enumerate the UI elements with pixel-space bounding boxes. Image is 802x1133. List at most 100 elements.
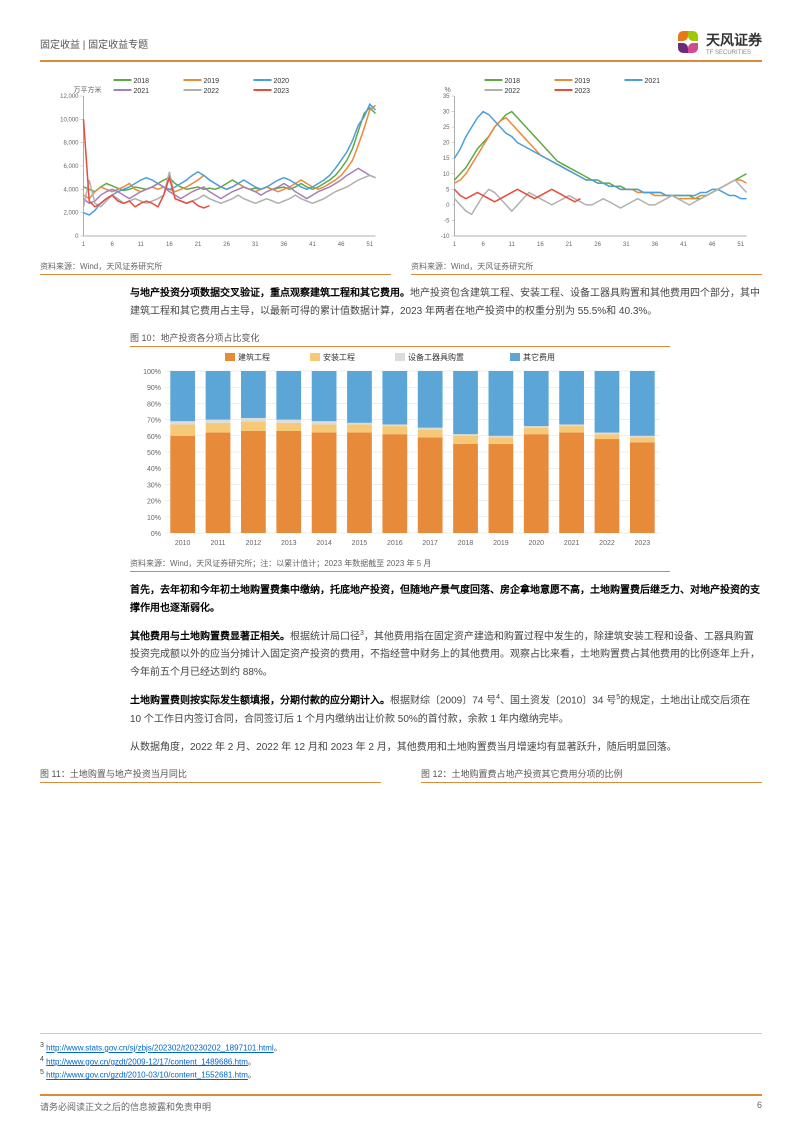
svg-text:21: 21 bbox=[566, 242, 573, 248]
svg-text:16: 16 bbox=[537, 242, 544, 248]
paragraph-1: 与地产投资分项数据交叉验证，重点观察建筑工程和其它费用。地产投资包含建筑工程、安… bbox=[130, 285, 762, 321]
svg-text:10,000: 10,000 bbox=[60, 117, 79, 123]
svg-text:51: 51 bbox=[737, 242, 744, 248]
company-logo: 天风证券 TF SECURITIES bbox=[678, 30, 762, 56]
page-number: 6 bbox=[757, 1100, 762, 1113]
svg-text:26: 26 bbox=[223, 242, 230, 248]
svg-text:2013: 2013 bbox=[281, 540, 297, 547]
svg-text:6,000: 6,000 bbox=[63, 164, 79, 170]
svg-text:2012: 2012 bbox=[246, 540, 262, 547]
svg-text:26: 26 bbox=[594, 242, 601, 248]
chart-left-source: 资料来源：Wind，天风证券研究所 bbox=[40, 261, 391, 275]
svg-text:2018: 2018 bbox=[505, 78, 521, 85]
svg-text:设备工器具购置: 设备工器具购置 bbox=[408, 352, 464, 362]
svg-text:0%: 0% bbox=[151, 531, 161, 538]
footnote-4: 4 http://www.gov.cn/gzdt/2009-12/17/cont… bbox=[40, 1056, 762, 1068]
svg-text:2023: 2023 bbox=[274, 88, 290, 95]
svg-text:46: 46 bbox=[338, 242, 345, 248]
fn3-num: 3 bbox=[40, 1042, 44, 1049]
svg-text:-5: -5 bbox=[444, 218, 450, 224]
svg-text:2022: 2022 bbox=[204, 88, 220, 95]
svg-text:-10: -10 bbox=[441, 234, 450, 240]
svg-text:6: 6 bbox=[110, 242, 114, 248]
svg-text:41: 41 bbox=[309, 242, 316, 248]
para3-text1: 根据统计局口径 bbox=[290, 631, 360, 642]
chart-right-container: 20182019202120222023%-10-505101520253035… bbox=[411, 74, 762, 275]
svg-text:2021: 2021 bbox=[564, 540, 580, 547]
svg-text:20: 20 bbox=[443, 141, 450, 147]
bottom-fig-titles: 图 11：土地购置与地产投资当月同比 图 12：土地购置费占地产投资其它费用分项… bbox=[40, 767, 762, 783]
fn4-num: 4 bbox=[40, 1056, 44, 1063]
svg-text:30%: 30% bbox=[147, 482, 161, 489]
svg-text:8,000: 8,000 bbox=[63, 141, 79, 147]
svg-text:11: 11 bbox=[138, 242, 145, 248]
svg-text:20%: 20% bbox=[147, 499, 161, 506]
svg-text:安装工程: 安装工程 bbox=[323, 352, 355, 362]
para4-bold: 土地购置费则按实际发生额填报，分期付款的应分期计入。 bbox=[130, 696, 390, 707]
fn4-link[interactable]: http://www.gov.cn/gzdt/2009-12/17/conten… bbox=[46, 1057, 248, 1066]
chart-left-container: 201820192020202120222023万平方米02,0004,0006… bbox=[40, 74, 391, 275]
fn5-link[interactable]: http://www.gov.cn/gzdt/2010-03/10/conten… bbox=[46, 1071, 248, 1080]
svg-text:70%: 70% bbox=[147, 418, 161, 425]
chart-right-source: 资料来源：Wind，天风证券研究所 bbox=[411, 261, 762, 275]
svg-text:建筑工程: 建筑工程 bbox=[238, 352, 270, 362]
svg-text:15: 15 bbox=[443, 156, 450, 162]
svg-text:2018: 2018 bbox=[458, 540, 474, 547]
fn5-num: 5 bbox=[40, 1069, 44, 1076]
svg-text:21: 21 bbox=[195, 242, 202, 248]
svg-text:5: 5 bbox=[446, 187, 450, 193]
fn3-suffix: 。 bbox=[274, 1044, 282, 1053]
svg-text:2011: 2011 bbox=[211, 540, 226, 547]
svg-text:2021: 2021 bbox=[134, 88, 150, 95]
svg-text:其它费用: 其它费用 bbox=[523, 352, 555, 362]
svg-text:2019: 2019 bbox=[493, 540, 509, 547]
svg-text:31: 31 bbox=[252, 242, 259, 248]
svg-text:46: 46 bbox=[709, 242, 716, 248]
svg-text:31: 31 bbox=[623, 242, 630, 248]
paragraph-3: 其他费用与土地购置费显著正相关。根据统计局口径3，其他费用指在固定资产建造和购置… bbox=[130, 628, 762, 682]
fn3-link[interactable]: http://www.stats.gov.cn/sj/zbjs/202302/t… bbox=[46, 1044, 274, 1053]
para2-bold: 首先，去年初和今年初土地购置费集中缴纳，托底地产投资，但随地产景气度回落、房企拿… bbox=[130, 585, 760, 614]
doc-category: 固定收益 | 固定收益专题 bbox=[40, 36, 148, 51]
fig10-title: 图 10：地产投资各分项占比变化 bbox=[130, 331, 670, 347]
svg-text:2020: 2020 bbox=[274, 78, 290, 85]
para4-text2: 、国土资发〔2010〕34 号 bbox=[500, 696, 616, 707]
page-header: 固定收益 | 固定收益专题 天风证券 TF SECURITIES bbox=[40, 30, 762, 62]
svg-text:100%: 100% bbox=[143, 369, 161, 376]
para4-text1: 根据财综〔2009〕74 号 bbox=[390, 696, 496, 707]
fig12-title: 图 12：土地购置费占地产投资其它费用分项的比例 bbox=[421, 767, 762, 783]
svg-text:2,000: 2,000 bbox=[63, 211, 79, 217]
svg-text:60%: 60% bbox=[147, 434, 161, 441]
svg-text:90%: 90% bbox=[147, 385, 161, 392]
svg-text:10%: 10% bbox=[147, 515, 161, 522]
fn4-suffix: 。 bbox=[248, 1057, 256, 1066]
paragraph-5: 从数据角度，2022 年 2 月、2022 年 12 月和 2023 年 2 月… bbox=[130, 739, 762, 757]
svg-text:36: 36 bbox=[652, 242, 659, 248]
line-chart-left: 201820192020202120222023万平方米02,0004,0006… bbox=[40, 74, 391, 254]
svg-text:1: 1 bbox=[82, 242, 86, 248]
svg-text:2018: 2018 bbox=[134, 78, 150, 85]
svg-text:%: % bbox=[445, 87, 451, 94]
svg-text:2022: 2022 bbox=[505, 88, 521, 95]
svg-text:0: 0 bbox=[446, 203, 450, 209]
svg-text:16: 16 bbox=[166, 242, 173, 248]
company-name: 天风证券 bbox=[706, 32, 762, 48]
svg-text:2017: 2017 bbox=[422, 540, 438, 547]
svg-text:2023: 2023 bbox=[635, 540, 651, 547]
chart-row-top: 201820192020202120222023万平方米02,0004,0006… bbox=[40, 74, 762, 275]
stacked-bar-chart: 建筑工程安装工程设备工器具购置其它费用0%10%20%30%40%50%60%7… bbox=[130, 351, 670, 551]
svg-text:11: 11 bbox=[509, 242, 516, 248]
line-chart-right: 20182019202120222023%-10-505101520253035… bbox=[411, 74, 762, 254]
svg-text:25: 25 bbox=[443, 125, 450, 131]
fig11-title: 图 11：土地购置与地产投资当月同比 bbox=[40, 767, 381, 783]
para1-bold: 与地产投资分项数据交叉验证，重点观察建筑工程和其它费用。 bbox=[130, 288, 410, 299]
svg-text:6: 6 bbox=[481, 242, 485, 248]
svg-text:万平方米: 万平方米 bbox=[74, 85, 102, 94]
svg-text:10: 10 bbox=[443, 172, 450, 178]
stacked-source: 资料来源：Wind，天风证券研究所；注：以累计值计；2023 年数据截至 202… bbox=[130, 558, 670, 572]
para3-bold: 其他费用与土地购置费显著正相关。 bbox=[130, 631, 290, 642]
svg-text:12,000: 12,000 bbox=[60, 94, 79, 100]
svg-text:2020: 2020 bbox=[528, 540, 544, 547]
footnote-3: 3 http://www.stats.gov.cn/sj/zbjs/202302… bbox=[40, 1042, 762, 1054]
footnote-5: 5 http://www.gov.cn/gzdt/2010-03/10/cont… bbox=[40, 1069, 762, 1081]
